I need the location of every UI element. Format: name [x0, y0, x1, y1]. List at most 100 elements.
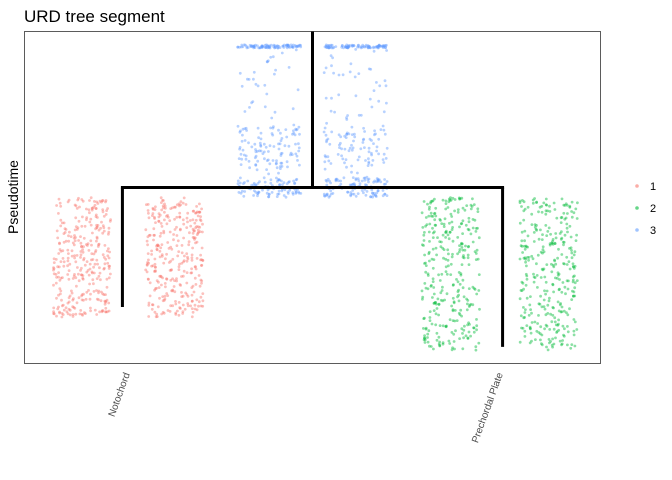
- point-segment-2: [429, 200, 433, 204]
- point-segment-3: [345, 45, 348, 49]
- point-segment-2: [563, 217, 567, 221]
- point-segment-2: [544, 224, 548, 227]
- point-segment-1: [160, 253, 164, 256]
- point-segment-1: [97, 298, 100, 302]
- point-segment-1: [174, 313, 178, 316]
- point-segment-1: [166, 309, 170, 312]
- point-segment-3: [259, 149, 263, 153]
- point-segment-2: [428, 310, 432, 313]
- point-segment-1: [56, 236, 60, 240]
- point-segment-1: [198, 202, 201, 206]
- point-segment-2: [434, 214, 438, 218]
- point-segment-3: [294, 178, 298, 182]
- point-segment-1: [67, 296, 71, 300]
- point-segment-3: [278, 183, 282, 187]
- point-segment-2: [539, 325, 543, 329]
- point-segment-2: [569, 235, 573, 239]
- point-segment-1: [152, 227, 156, 231]
- point-segment-1: [80, 294, 83, 298]
- point-segment-3: [269, 55, 273, 59]
- point-segment-2: [433, 301, 436, 305]
- point-segment-1: [171, 289, 175, 293]
- point-segment-2: [445, 272, 449, 276]
- point-segment-1: [186, 257, 190, 261]
- point-segment-2: [474, 252, 478, 255]
- point-segment-2: [444, 257, 448, 261]
- point-segment-1: [180, 291, 183, 294]
- point-segment-3: [360, 179, 364, 183]
- point-segment-1: [194, 265, 197, 269]
- point-segment-1: [154, 315, 158, 319]
- point-segment-1: [67, 198, 71, 202]
- point-segment-2: [444, 199, 448, 203]
- point-segment-2: [454, 329, 457, 333]
- point-segment-3: [333, 110, 336, 114]
- point-segment-1: [59, 289, 63, 293]
- point-segment-3: [374, 132, 377, 136]
- point-segment-3: [269, 126, 272, 130]
- point-segment-2: [522, 316, 526, 320]
- point-segment-1: [147, 216, 151, 220]
- point-segment-2: [525, 245, 528, 249]
- point-segment-2: [424, 261, 427, 265]
- point-segment-1: [163, 202, 166, 206]
- point-segment-2: [557, 288, 561, 292]
- point-segment-1: [145, 239, 149, 243]
- point-segment-3: [276, 192, 280, 196]
- point-segment-2: [458, 197, 462, 201]
- point-segment-1: [162, 231, 166, 235]
- point-segment-3: [254, 163, 258, 167]
- point-segment-2: [524, 272, 528, 276]
- point-segment-3: [290, 45, 294, 49]
- point-segment-2: [433, 230, 436, 234]
- point-segment-3: [343, 147, 347, 151]
- point-segment-2: [570, 298, 574, 301]
- point-segment-2: [572, 211, 576, 215]
- point-segment-1: [147, 278, 150, 281]
- point-segment-2: [557, 328, 561, 332]
- point-segment-1: [147, 315, 151, 318]
- point-segment-3: [260, 44, 264, 48]
- point-segment-3: [250, 183, 254, 187]
- point-segment-3: [375, 45, 378, 49]
- point-segment-2: [438, 344, 442, 348]
- point-segment-2: [429, 284, 433, 288]
- point-segment-1: [195, 210, 199, 214]
- point-segment-1: [170, 268, 173, 271]
- point-segment-2: [446, 248, 450, 252]
- point-segment-1: [177, 313, 181, 317]
- point-segment-2: [457, 311, 461, 315]
- point-segment-1: [101, 309, 105, 313]
- point-segment-3: [294, 127, 298, 131]
- point-segment-1: [178, 283, 182, 286]
- point-segment-3: [382, 161, 386, 164]
- point-segment-1: [95, 226, 99, 230]
- point-segment-1: [152, 233, 156, 237]
- point-segment-2: [466, 337, 470, 340]
- point-segment-3: [344, 158, 348, 162]
- point-segment-1: [76, 198, 80, 202]
- point-segment-3: [354, 177, 358, 181]
- point-segment-1: [90, 270, 94, 274]
- point-segment-1: [160, 208, 164, 212]
- point-segment-2: [456, 252, 459, 256]
- point-segment-2: [433, 197, 436, 201]
- point-segment-1: [79, 250, 83, 253]
- point-segment-3: [354, 178, 358, 182]
- point-segment-2: [547, 338, 551, 341]
- point-segment-2: [457, 293, 460, 297]
- point-segment-3: [377, 43, 381, 47]
- point-segment-3: [381, 189, 385, 192]
- point-segment-1: [192, 236, 196, 240]
- point-segment-1: [191, 209, 195, 213]
- point-segment-3: [299, 192, 303, 195]
- point-segment-1: [60, 221, 64, 225]
- point-segment-1: [180, 275, 183, 278]
- point-segment-3: [324, 44, 328, 48]
- point-segment-3: [251, 45, 255, 48]
- point-segment-3: [382, 152, 386, 156]
- point-segment-3: [285, 46, 289, 50]
- point-segment-3: [378, 178, 381, 182]
- point-segment-3: [296, 44, 299, 48]
- point-segment-3: [382, 44, 385, 48]
